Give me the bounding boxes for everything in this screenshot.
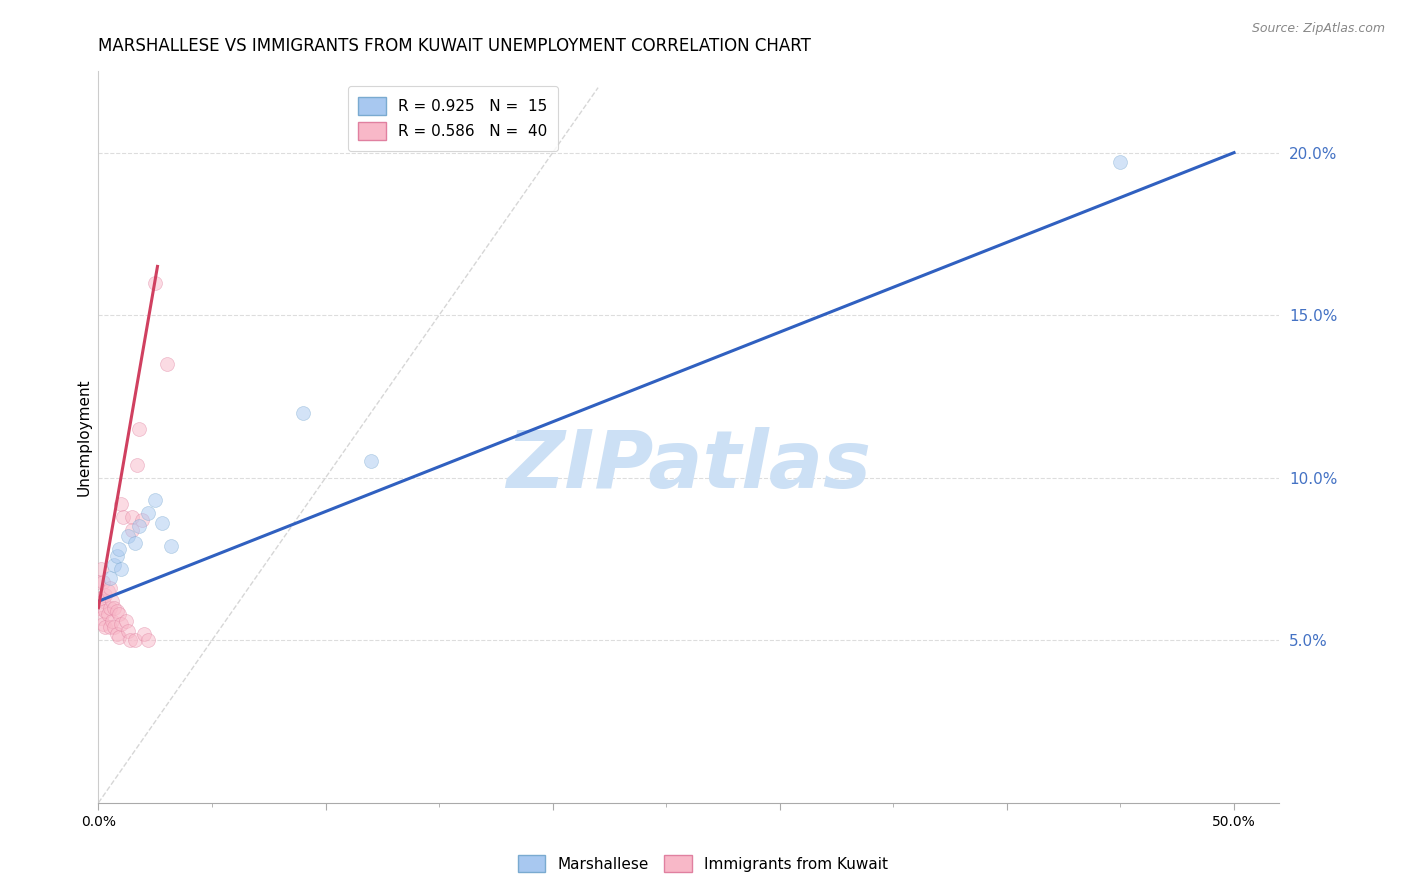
Point [87, 600, 110, 615]
Point [103, 620, 125, 634]
Point [121, 509, 143, 524]
Point [110, 562, 132, 576]
Point [360, 454, 382, 468]
Point [108, 542, 131, 557]
Point [90, 591, 112, 605]
Point [98, 572, 121, 586]
Point [91, 617, 114, 632]
Point [105, 604, 128, 618]
Point [112, 509, 135, 524]
Point [98, 581, 121, 595]
Point [108, 607, 131, 622]
Point [128, 519, 150, 533]
Text: MARSHALLESE VS IMMIGRANTS FROM KUWAIT UNEMPLOYMENT CORRELATION CHART: MARSHALLESE VS IMMIGRANTS FROM KUWAIT UN… [98, 37, 811, 54]
Point [101, 614, 124, 628]
Point [101, 594, 124, 608]
Point [291, 406, 314, 420]
Point [120, 633, 142, 648]
Point [96, 607, 118, 622]
Point [132, 626, 155, 640]
Point [94, 588, 117, 602]
Point [131, 513, 153, 527]
Point [108, 630, 131, 644]
Point [96, 584, 118, 599]
Point [105, 626, 128, 640]
Point [103, 600, 125, 615]
Point [110, 617, 132, 632]
Point [125, 458, 148, 472]
Text: Source: ZipAtlas.com: Source: ZipAtlas.com [1251, 22, 1385, 36]
Point [121, 523, 143, 537]
Point [103, 558, 125, 573]
Point [150, 516, 173, 531]
Point [91, 594, 114, 608]
Point [117, 624, 139, 638]
Legend: Marshallese, Immigrants from Kuwait: Marshallese, Immigrants from Kuwait [510, 847, 896, 880]
Point [155, 357, 177, 371]
Point [98, 600, 121, 615]
Point [117, 529, 139, 543]
Point [91, 574, 114, 589]
Point [87, 574, 110, 589]
Point [114, 614, 136, 628]
Point [98, 620, 121, 634]
Point [124, 535, 146, 549]
Text: ZIPatlas: ZIPatlas [506, 427, 872, 506]
Point [90, 562, 112, 576]
Point [90, 610, 112, 624]
Point [1109, 155, 1132, 169]
Point [94, 620, 117, 634]
Point [138, 507, 160, 521]
Point [110, 497, 132, 511]
Point [138, 633, 160, 648]
Point [128, 422, 150, 436]
Y-axis label: Unemployment: Unemployment [76, 378, 91, 496]
Legend: R = 0.925   N =  15, R = 0.586   N =  40: R = 0.925 N = 15, R = 0.586 N = 40 [347, 87, 558, 151]
Point [160, 539, 183, 553]
Point [143, 276, 166, 290]
Point [105, 549, 128, 563]
Point [124, 633, 146, 648]
Point [94, 604, 117, 618]
Point [143, 493, 166, 508]
